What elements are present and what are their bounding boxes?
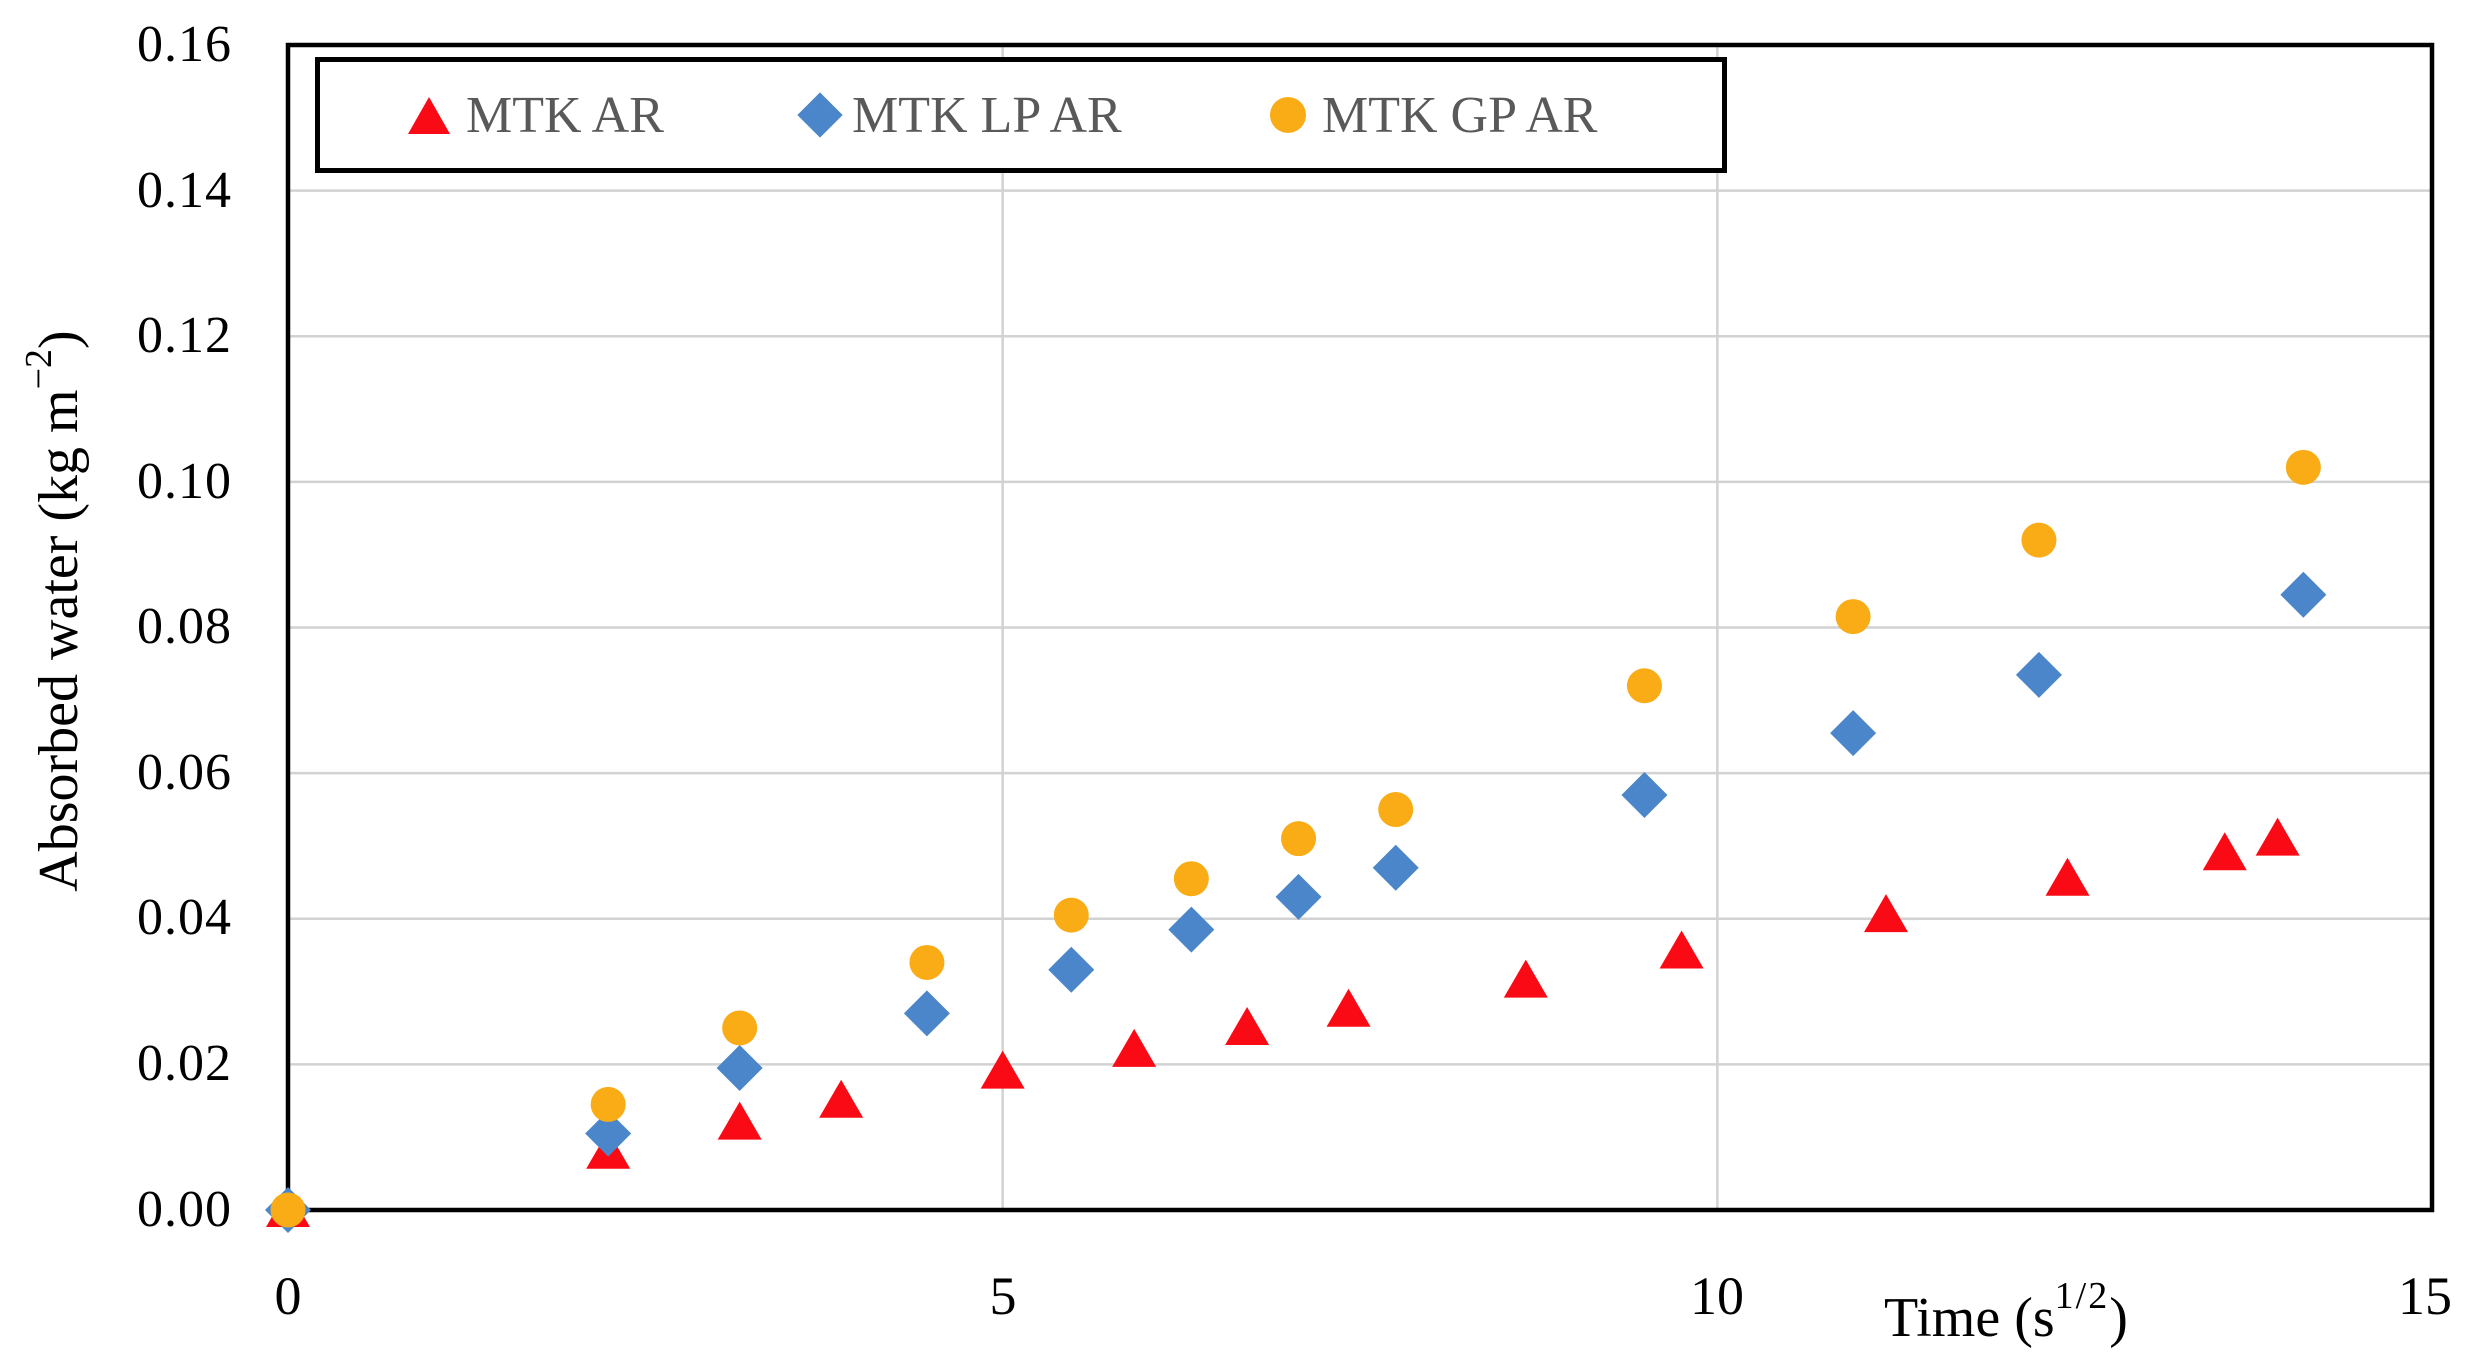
- x-axis-title: Time (s1/2): [1884, 1275, 2128, 1349]
- MTK AR-point: [2045, 857, 2090, 896]
- triangle-marker-icon: [408, 96, 450, 134]
- y-axis-title: Absorbed water (kg m−2): [18, 330, 90, 892]
- y-tick-label: 0.16: [137, 16, 232, 73]
- MTK GP AR-point: [1626, 668, 1662, 704]
- MTK GP AR-point: [1173, 861, 1209, 897]
- MTK AR-point: [819, 1079, 864, 1118]
- y-tick-label: 0.04: [137, 889, 232, 946]
- y-tick-label: 0.00: [137, 1181, 232, 1238]
- MTK GP AR-point: [590, 1086, 626, 1122]
- MTK LP AR-point: [1372, 844, 1419, 891]
- MTK GP AR-point: [909, 944, 945, 980]
- MTK GP AR-point: [722, 1010, 758, 1046]
- MTK AR-point: [1503, 959, 1548, 998]
- MTK GP AR-point: [2285, 449, 2321, 485]
- MTK GP AR-point: [1053, 897, 1089, 933]
- MTK LP AR-point: [1830, 710, 1877, 757]
- MTK LP AR-point: [1048, 946, 1095, 993]
- MTK AR-point: [2202, 832, 2247, 871]
- x-tick-label: 10: [1690, 1266, 1744, 1326]
- MTK AR-point: [1112, 1028, 1157, 1067]
- x-tick-label: 0: [274, 1266, 302, 1326]
- y-axis-title-superscript: −2: [18, 348, 60, 390]
- legend-label: MTK AR: [466, 86, 664, 144]
- diamond-marker-icon: [797, 92, 843, 138]
- circle-marker-icon: [1270, 97, 1306, 133]
- y-tick-label: 0.08: [137, 598, 232, 655]
- legend-item-mtk-lp-ar: MTK LP AR: [797, 62, 1122, 168]
- MTK GP AR-point: [1835, 599, 1871, 635]
- MTK AR-point: [1326, 988, 1371, 1027]
- MTK AR-point: [1863, 894, 1908, 933]
- legend-item-mtk-ar: MTK AR: [408, 62, 664, 168]
- MTK GP AR-point: [1378, 792, 1414, 828]
- MTK GP AR-point: [270, 1192, 306, 1228]
- x-tick-label: 15: [2398, 1266, 2452, 1326]
- plot-border: [285, 42, 2435, 1213]
- MTK AR-point: [1659, 930, 1704, 969]
- MTK AR-point: [1225, 1006, 1270, 1045]
- MTK GP AR-point: [2021, 522, 2057, 558]
- MTK LP AR-point: [585, 1110, 632, 1157]
- MTK LP AR-point: [1168, 906, 1215, 953]
- MTK GP AR-point: [1281, 821, 1317, 857]
- y-tick-label: 0.12: [137, 307, 232, 364]
- MTK LP AR-point: [2015, 651, 2062, 698]
- legend-label: MTK LP AR: [852, 86, 1122, 144]
- legend-item-mtk-gp-ar: MTK GP AR: [1270, 62, 1597, 168]
- MTK LP AR-point: [1275, 873, 1322, 920]
- MTK LP AR-point: [1621, 771, 1668, 818]
- x-axis-title-superscript: 1/2: [2054, 1275, 2110, 1317]
- MTK AR-point: [2255, 817, 2300, 856]
- MTK LP AR-point: [716, 1045, 763, 1092]
- legend: MTK AR MTK LP AR MTK GP AR: [315, 57, 1727, 173]
- y-tick-label: 0.10: [137, 453, 232, 510]
- y-tick-label: 0.14: [137, 162, 232, 219]
- y-tick-label: 0.02: [137, 1035, 232, 1092]
- MTK AR-point: [717, 1101, 762, 1140]
- MTK LP AR-point: [903, 990, 950, 1037]
- legend-label: MTK GP AR: [1322, 86, 1598, 144]
- MTK LP AR-point: [2280, 571, 2327, 618]
- y-tick-label: 0.06: [137, 744, 232, 801]
- MTK AR-point: [980, 1050, 1025, 1089]
- x-tick-label: 5: [989, 1266, 1017, 1326]
